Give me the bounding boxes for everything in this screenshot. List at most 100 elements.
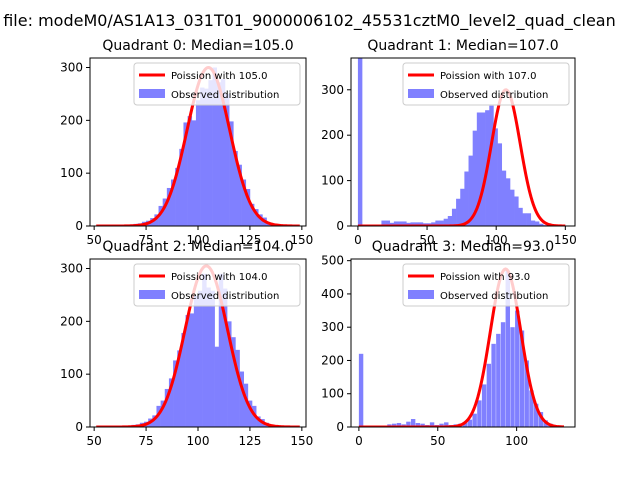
histogram-bar: [222, 288, 228, 427]
legend-hist-label: Observed distribution: [440, 291, 548, 302]
histogram-bar: [406, 421, 411, 427]
histogram-bar: [357, 58, 363, 226]
histogram-bar: [414, 222, 420, 226]
y-tick-label: 100: [60, 166, 83, 180]
histogram-bar: [420, 423, 425, 427]
histogram-bar: [233, 150, 238, 226]
x-tick-label: 0: [354, 233, 362, 247]
histogram-bar: [431, 222, 436, 226]
y-tick-label: 200: [60, 314, 83, 328]
histogram-bar: [210, 290, 215, 427]
histogram-bar: [187, 116, 193, 226]
histogram-bar: [510, 327, 515, 427]
x-tick-label: 150: [290, 233, 313, 247]
y-tick-label: 100: [321, 387, 344, 401]
y-tick-label: 300: [60, 61, 83, 75]
histogram-bar: [173, 360, 178, 427]
legend-box: [133, 263, 301, 307]
legend: Poission with 93.0 Observed distribution: [402, 263, 570, 307]
histogram-bar: [497, 143, 503, 226]
histogram-bar: [160, 400, 166, 427]
chart-title: Quadrant 0: Median=105.0: [102, 38, 293, 54]
y-tick-label: 300: [60, 262, 83, 276]
histogram-bar: [389, 222, 395, 226]
legend: Poission with 105.0 Observed distribution: [133, 62, 301, 106]
histogram-bar: [258, 214, 263, 226]
x-tick-label: 100: [187, 233, 210, 247]
legend-hist-label: Observed distribution: [171, 291, 279, 302]
legend-hist-swatch: [139, 290, 165, 299]
chart-panel-2: 50 75 100 125 150 0 100 200 300 Quadrant 2: Media…: [60, 239, 313, 448]
x-tick-label: 0: [355, 434, 363, 448]
histogram-bar: [212, 67, 217, 226]
histogram-bar: [464, 171, 469, 226]
legend-hist-label: Observed distribution: [171, 90, 279, 101]
legend-box: [133, 62, 301, 106]
histogram-bar: [191, 120, 197, 226]
chart-title: Quadrant 2: Median=104.0: [102, 239, 293, 255]
chart-title: Quadrant 3: Median=93.0: [372, 239, 554, 255]
y-tick-label: 100: [60, 367, 83, 381]
histogram-bar: [152, 415, 157, 427]
histogram-bar: [444, 422, 449, 427]
histogram-bar: [225, 93, 230, 226]
legend: Poission with 107.0 Observed distribution: [402, 62, 570, 106]
x-tick-label: 125: [238, 434, 261, 448]
histogram-bar: [447, 216, 453, 226]
histogram-bar: [243, 383, 249, 427]
legend-fit-label: Poission with 105.0: [171, 71, 267, 82]
legend-fit-label: Poission with 104.0: [171, 272, 267, 283]
x-tick-label: 150: [554, 233, 577, 247]
histogram-bar: [175, 167, 180, 226]
x-tick-label: 100: [505, 434, 528, 448]
histogram-bar: [385, 220, 391, 226]
legend-box: [402, 62, 570, 106]
histogram-bar: [256, 416, 261, 427]
histogram-bar: [510, 189, 515, 226]
histogram-bar: [522, 213, 527, 226]
histogram-bar: [515, 310, 520, 427]
histogram-bar: [206, 287, 211, 427]
histogram-bar: [534, 221, 540, 226]
histogram-bar: [435, 220, 440, 226]
histogram-bar: [158, 205, 163, 226]
histogram-bar: [496, 333, 501, 427]
x-tick-label: 125: [238, 233, 261, 247]
histogram-bar: [456, 198, 461, 226]
histogram-bar: [247, 400, 253, 427]
y-tick-label: 500: [321, 254, 344, 268]
x-tick-label: 100: [485, 233, 508, 247]
histogram-bar: [519, 330, 525, 427]
legend-hist-swatch: [408, 89, 434, 98]
histogram-bar: [505, 270, 510, 427]
histogram-bar: [181, 332, 186, 427]
y-tick-label: 200: [60, 113, 83, 127]
histogram-bar: [538, 412, 544, 427]
legend-box: [402, 263, 570, 307]
y-tick-label: 0: [75, 420, 83, 434]
histogram-bar: [164, 388, 170, 427]
histogram-bar: [402, 221, 407, 226]
histogram-bar: [443, 218, 449, 226]
histogram-bar: [239, 371, 244, 427]
histogram-bar: [463, 423, 468, 427]
histogram-bar: [526, 213, 532, 226]
histogram-bar: [237, 164, 242, 226]
histogram-bar: [398, 221, 403, 226]
histogram-bar: [460, 188, 465, 226]
y-tick-label: 200: [321, 128, 344, 142]
y-tick-label: 0: [336, 219, 344, 233]
histogram-bar: [162, 198, 168, 226]
histogram-bar: [530, 220, 536, 226]
chart-title: Quadrant 1: Median=107.0: [367, 38, 558, 54]
histogram-bar: [429, 422, 435, 427]
histogram-bar: [533, 403, 539, 427]
histogram-bar: [183, 122, 188, 226]
histogram-bar: [476, 112, 482, 226]
histogram-bars: [357, 58, 548, 226]
histogram-bar: [477, 400, 482, 427]
axes-frame: [350, 57, 576, 227]
histogram-bar: [200, 87, 205, 226]
legend-hist-swatch: [408, 290, 434, 299]
